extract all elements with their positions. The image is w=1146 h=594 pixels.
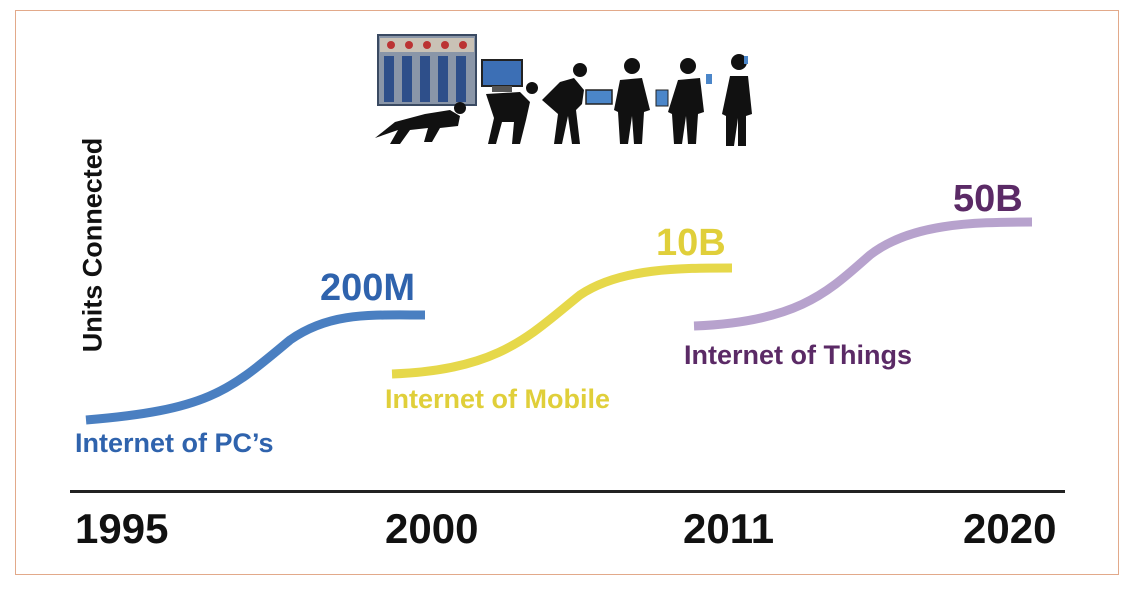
mobile-era-label: Internet of Mobile bbox=[385, 384, 610, 414]
year-label-2000: 2000 bbox=[385, 505, 479, 552]
curve-internet-of-mobile bbox=[391, 263, 733, 379]
timeline-axis bbox=[70, 490, 1065, 493]
evolution-silhouettes-icon bbox=[375, 34, 752, 146]
year-label-2020: 2020 bbox=[963, 505, 1057, 552]
pc-value-label: 200M bbox=[320, 267, 416, 309]
mobile-value-label: 10B bbox=[656, 222, 726, 264]
year-label-2011: 2011 bbox=[683, 505, 775, 552]
curve-internet-of-pcs bbox=[85, 310, 426, 425]
year-label-1995: 1995 bbox=[75, 505, 169, 552]
pc-era-label: Internet of PC’s bbox=[75, 428, 274, 458]
things-era-label: Internet of Things bbox=[684, 340, 912, 370]
things-value-label: 50B bbox=[953, 178, 1023, 220]
figure-frame bbox=[15, 10, 1119, 575]
curve-internet-of-things bbox=[693, 217, 1033, 331]
